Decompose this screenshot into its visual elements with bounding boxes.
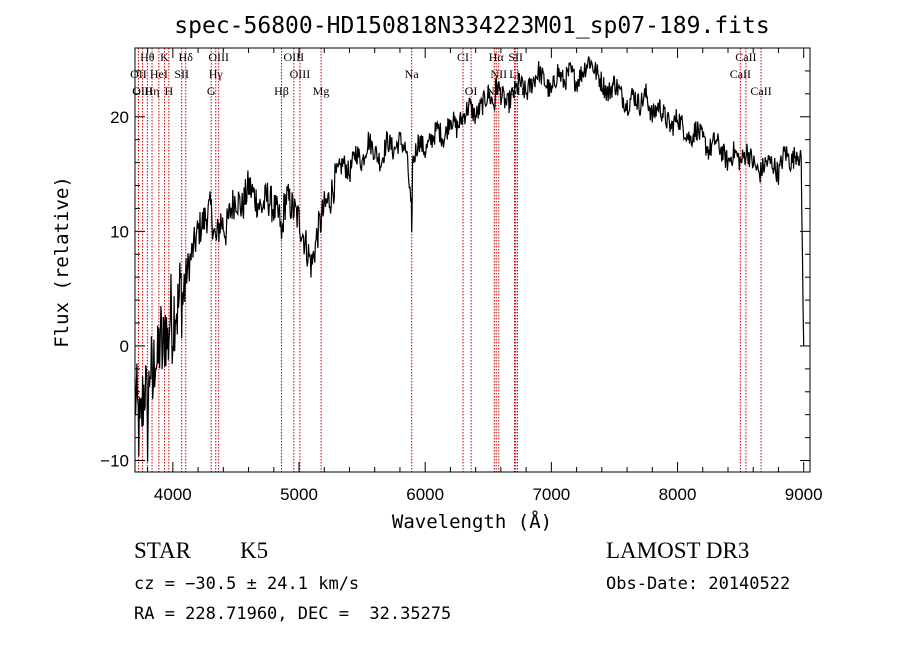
line-marker-label: OIII <box>284 50 305 64</box>
line-marker-label: CaII <box>735 50 756 64</box>
spectrum-line <box>134 56 805 462</box>
x-tick-label: 6000 <box>406 485 444 504</box>
y-tick-label: 10 <box>110 222 129 241</box>
x-tick-label: 4000 <box>154 485 192 504</box>
line-marker-label: NII <box>490 67 507 81</box>
line-marker-label: Hβ <box>274 84 289 98</box>
line-marker-label: HeI <box>150 67 168 81</box>
redshift-label: cz = −30.5 ± 24.1 km/s <box>134 574 360 594</box>
line-marker-label: Na <box>405 67 420 81</box>
line-marker-label: Hγ <box>209 67 224 81</box>
line-marker-label: Li <box>509 67 520 81</box>
line-marker-label: Hη <box>145 84 160 98</box>
chart-title: spec-56800-HD150818N334223M01_sp07-189.f… <box>174 13 769 39</box>
line-marker-label: OIII <box>208 50 229 64</box>
line-marker-label: CaII <box>730 67 751 81</box>
plot-frame <box>134 47 811 473</box>
line-marker-label: OIII <box>132 84 153 98</box>
class-label: STAR <box>134 538 191 563</box>
y-tick-label: 0 <box>120 337 129 356</box>
line-marker-label: Hα <box>489 50 505 64</box>
x-tick-label: 5000 <box>280 485 318 504</box>
line-marker-label: Mg <box>313 84 330 98</box>
line-marker-label: CaII <box>750 84 771 98</box>
survey-label: LAMOST DR3 <box>606 538 750 563</box>
y-axis-ticks: −10 0 10 20 <box>100 70 810 471</box>
x-axis-ticks: 4000 5000 6000 7000 8000 9000 <box>147 48 823 504</box>
line-marker-label: H <box>164 84 173 98</box>
y-tick-label: 20 <box>110 108 129 127</box>
line-marker-label: K <box>160 50 169 64</box>
line-marker-group <box>137 48 762 472</box>
line-marker-label: SII <box>174 67 189 81</box>
x-tick-label: 7000 <box>532 485 570 504</box>
x-axis-label: Wavelength (Å) <box>392 510 552 533</box>
line-marker-label: SII <box>508 50 523 64</box>
line-marker-label: G <box>207 84 216 98</box>
y-tick-label: −10 <box>100 452 129 471</box>
line-marker-label: Hδ <box>179 50 194 64</box>
subclass-label: K5 <box>240 538 269 563</box>
y-axis-label: Flux (relative) <box>51 176 73 348</box>
radec-label: RA = 228.71960, DEC = 32.35275 <box>134 604 452 624</box>
line-marker-label: OIII <box>290 67 311 81</box>
x-tick-label: 9000 <box>785 485 823 504</box>
line-marker-label: CI <box>457 50 469 64</box>
obs-date-label: Obs-Date: 20140522 <box>606 574 791 594</box>
line-marker-label: Hθ <box>140 50 155 64</box>
line-marker-label: OI <box>465 84 478 98</box>
line-marker-label: OII <box>130 67 147 81</box>
x-tick-label: 8000 <box>659 485 697 504</box>
